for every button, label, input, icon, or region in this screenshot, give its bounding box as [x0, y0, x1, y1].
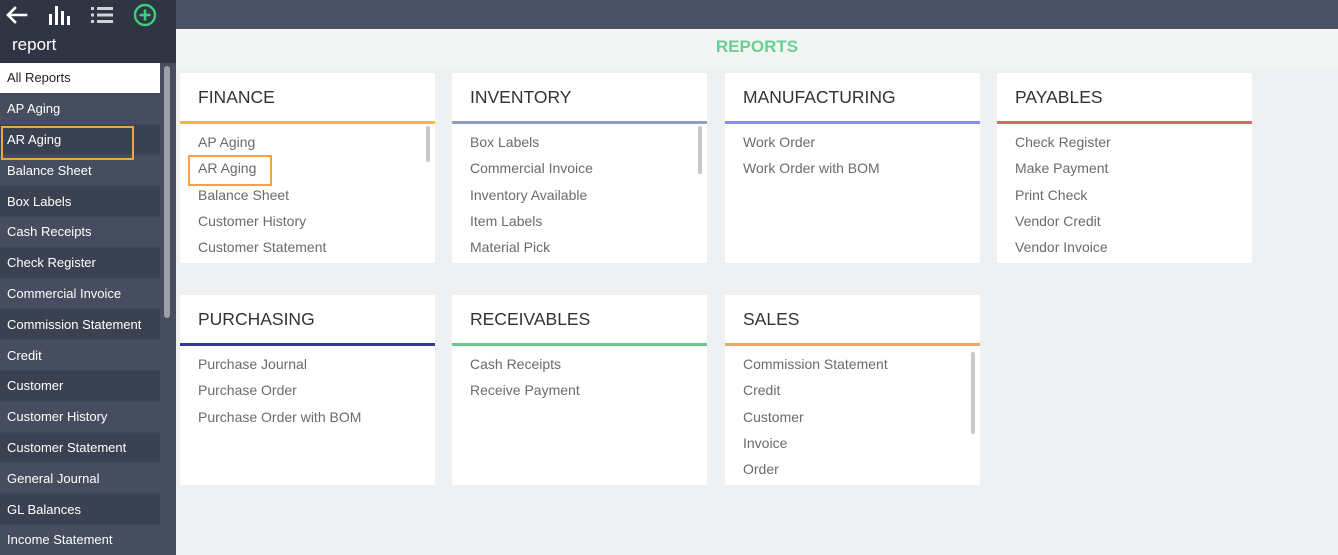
report-link-check-register[interactable]: Check Register — [1015, 134, 1111, 151]
sidebar-toolbar — [0, 0, 176, 29]
sidebar-item-all-reports[interactable]: All Reports — [0, 63, 160, 94]
card-title: MANUFACTURING — [725, 73, 980, 124]
sidebar-item-customer[interactable]: Customer — [0, 370, 160, 402]
sidebar-item-label: Customer Statement — [7, 439, 127, 455]
report-link-order[interactable]: Order — [743, 461, 779, 478]
card-list: Box Labels Commercial Invoice Inventory Av… — [452, 124, 707, 260]
list-icon — [91, 6, 113, 23]
sidebar-title: report — [0, 29, 176, 63]
report-link-purchase-journal[interactable]: Purchase Journal — [198, 356, 307, 373]
report-link-balance-sheet[interactable]: Balance Sheet — [198, 186, 290, 203]
arrow-left-icon — [6, 5, 28, 24]
card-list: Check Register Make Payment Print Check Ven… — [997, 124, 1252, 260]
sidebar-item-customer-history[interactable]: Customer History — [0, 401, 160, 433]
report-link-vendor-credit[interactable]: Vendor Credit — [1015, 213, 1101, 230]
sidebar-item-balance-sheet[interactable]: Balance Sheet — [0, 155, 160, 187]
sidebar-item-label: Check Register — [7, 255, 96, 271]
sidebar-item-box-labels[interactable]: Box Labels — [0, 186, 160, 217]
list-button[interactable] — [90, 0, 133, 29]
sidebar-item-general-journal[interactable]: General Journal — [0, 463, 160, 495]
report-link-box-labels[interactable]: Box Labels — [470, 134, 540, 151]
report-link-invoice[interactable]: Invoice — [743, 435, 788, 452]
report-link-purchase-order[interactable]: Purchase Order — [198, 382, 297, 399]
top-bar — [176, 0, 1338, 29]
report-link-cash-receipts[interactable]: Cash Receipts — [470, 356, 562, 373]
card-payables: PAYABLES Check Register Make Payment Print … — [997, 73, 1252, 263]
report-link-customer[interactable]: Customer — [743, 408, 804, 425]
sidebar-item-label: Income Statement — [7, 532, 113, 548]
sidebar-list: All Reports AP Aging AR Aging Balance Sheet… — [0, 63, 160, 555]
card-scrollbar[interactable] — [698, 126, 702, 174]
report-link-customer-statement[interactable]: Customer Statement — [198, 239, 327, 256]
card-receivables: RECEIVABLES Cash Receipts Receive Payment — [452, 295, 707, 485]
card-title: INVENTORY — [452, 73, 707, 124]
sidebar-item-label: Commission Statement — [7, 316, 142, 332]
card-title: PAYABLES — [997, 73, 1252, 124]
sidebar-item-label: Balance Sheet — [7, 162, 92, 178]
sidebar-item-credit[interactable]: Credit — [0, 340, 160, 371]
sidebar-scrollbar[interactable] — [164, 66, 170, 318]
sidebar-item-ar-aging[interactable]: AR Aging — [0, 124, 160, 160]
report-link-customer-history[interactable]: Customer History — [198, 213, 307, 230]
card-scrollbar[interactable] — [971, 352, 975, 434]
report-link-purchase-order-with-bom[interactable]: Purchase Order with BOM — [198, 408, 362, 425]
card-purchasing: PURCHASING Purchase Journal Purchase Order… — [180, 295, 435, 485]
card-title: RECEIVABLES — [452, 295, 707, 346]
card-scrollbar[interactable] — [426, 126, 430, 162]
card-list: AP Aging AR Aging Balance Sheet Customer Hi… — [180, 124, 435, 260]
sidebar-item-label: Credit — [7, 347, 42, 363]
sidebar-item-commercial-invoice[interactable]: Commercial Invoice — [0, 278, 160, 310]
card-inventory: INVENTORY Box Labels Commercial Invoice Inv… — [452, 73, 707, 263]
report-link-ap-aging[interactable]: AP Aging — [198, 134, 256, 151]
sidebar-item-income-statement[interactable]: Income Statement — [0, 524, 160, 555]
sidebar-item-label: GL Balances — [7, 501, 81, 517]
page-title: REPORTS — [176, 29, 1338, 68]
card-finance: FINANCE AP Aging AR Aging Balance Sheet Cust… — [180, 73, 435, 263]
sidebar-item-label: Cash Receipts — [7, 224, 92, 240]
card-title: PURCHASING — [180, 295, 435, 346]
sidebar-item-label: Commercial Invoice — [7, 285, 122, 301]
report-link-work-order-with-bom[interactable]: Work Order with BOM — [743, 160, 880, 177]
report-link-commission-statement[interactable]: Commission Statement — [743, 356, 888, 373]
sidebar-item-cash-receipts[interactable]: Cash Receipts — [0, 216, 160, 248]
card-manufacturing: MANUFACTURING Work Order Work Order with B… — [725, 73, 980, 263]
report-link-make-payment[interactable]: Make Payment — [1015, 160, 1109, 177]
back-button[interactable] — [4, 0, 47, 29]
report-link-print-check[interactable]: Print Check — [1015, 186, 1088, 203]
sidebar-item-customer-statement[interactable]: Customer Statement — [0, 432, 160, 464]
plus-circle-icon — [133, 3, 157, 26]
sidebar-item-label: All Reports — [7, 70, 71, 86]
sidebar-item-commission-statement[interactable]: Commission Statement — [0, 309, 160, 341]
sidebar-item-label: Box Labels — [7, 193, 72, 209]
report-link-work-order[interactable]: Work Order — [743, 134, 816, 151]
sidebar-item-check-register[interactable]: Check Register — [0, 247, 160, 279]
report-link-commercial-invoice[interactable]: Commercial Invoice — [470, 160, 593, 177]
report-link-vendor-invoice[interactable]: Vendor Invoice — [1015, 239, 1108, 256]
sidebar-item-label: AP Aging — [7, 101, 61, 117]
report-link-ar-aging[interactable]: AR Aging — [180, 155, 435, 187]
card-title: FINANCE — [180, 73, 435, 124]
report-link-receive-payment[interactable]: Receive Payment — [470, 382, 580, 399]
card-list: Cash Receipts Receive Payment — [452, 346, 707, 404]
card-list: Work Order Work Order with BOM — [725, 124, 980, 182]
card-sales: SALES Commission Statement Credit Customer I… — [725, 295, 980, 485]
report-link-item-labels[interactable]: Item Labels — [470, 213, 543, 230]
sidebar-item-label: Customer History — [7, 409, 108, 425]
sidebar: report All Reports AP Aging AR Aging Balanc… — [0, 0, 176, 555]
report-link-credit[interactable]: Credit — [743, 382, 781, 399]
card-list: Purchase Journal Purchase Order Purchase O… — [180, 346, 435, 430]
sidebar-item-ap-aging[interactable]: AP Aging — [0, 93, 160, 125]
sidebar-item-gl-balances[interactable]: GL Balances — [0, 494, 160, 525]
sidebar-item-label: General Journal — [7, 470, 100, 486]
add-button[interactable] — [133, 0, 176, 29]
report-link-material-pick[interactable]: Material Pick — [470, 239, 551, 256]
bar-chart-icon — [49, 5, 70, 25]
chart-button[interactable] — [47, 0, 90, 29]
sidebar-item-label: Customer — [7, 378, 64, 394]
report-link-inventory-available[interactable]: Inventory Available — [470, 186, 588, 203]
sidebar-item-label: AR Aging — [7, 131, 62, 147]
card-list: Commission Statement Credit Customer Invoic… — [725, 346, 980, 482]
card-title: SALES — [725, 295, 980, 346]
